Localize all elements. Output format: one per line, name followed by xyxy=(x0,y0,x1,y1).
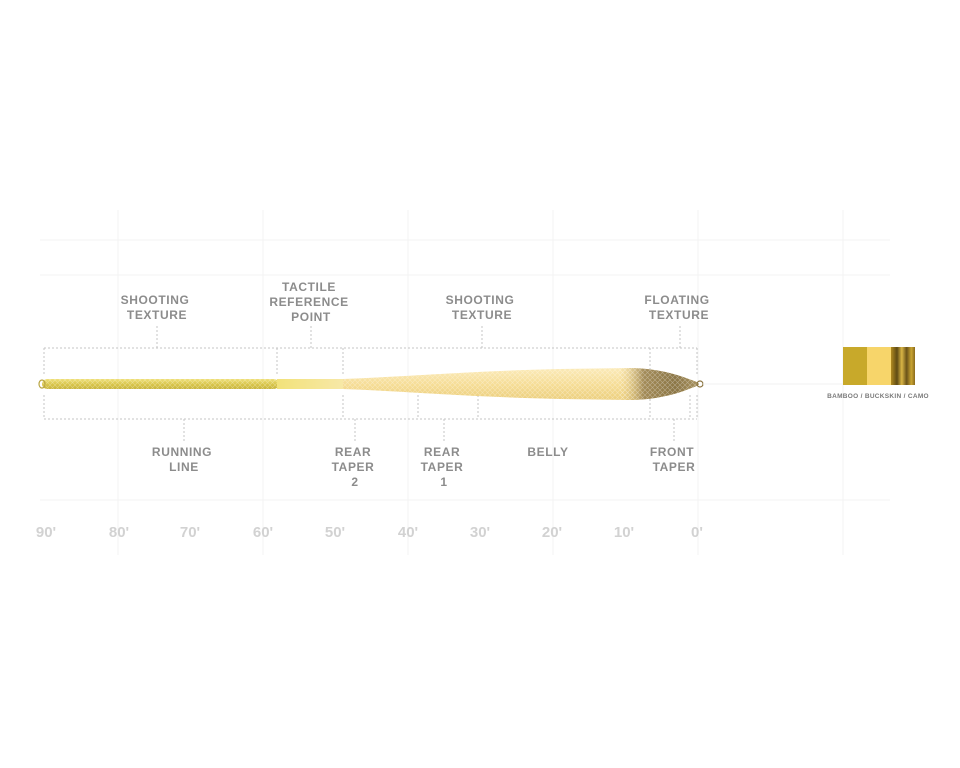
axis-tick: 10' xyxy=(614,524,634,541)
axis-tick: 80' xyxy=(109,524,129,541)
axis-tick: 70' xyxy=(180,524,200,541)
axis-tick: 90' xyxy=(36,524,56,541)
label-front-taper: FRONT TAPER xyxy=(650,445,698,474)
rear-loop xyxy=(38,379,46,389)
axis-tick: 50' xyxy=(325,524,345,541)
color-caption: BAMBOO / BUCKSKIN / CAMO xyxy=(827,393,929,400)
distance-axis: 90' 80' 70' 60' 50' 40' 30' 20' 10' 0' xyxy=(36,524,703,541)
label-running-line: RUNNING LINE xyxy=(152,445,216,474)
axis-tick: 60' xyxy=(253,524,273,541)
axis-tick: 0' xyxy=(691,524,703,541)
label-rear-taper-2: REAR TAPER 2 xyxy=(332,445,379,489)
tactile-reference-section xyxy=(277,379,345,389)
axis-tick: 40' xyxy=(398,524,418,541)
swatch-bamboo[interactable] xyxy=(843,347,867,385)
axis-tick: 30' xyxy=(470,524,490,541)
label-belly: BELLY xyxy=(527,445,568,459)
color-swatches: BAMBOO / BUCKSKIN / CAMO xyxy=(827,347,929,400)
label-shooting-texture-1: SHOOTING TEXTURE xyxy=(121,293,194,322)
fly-line xyxy=(38,368,870,400)
axis-tick: 20' xyxy=(542,524,562,541)
label-tactile-reference-point: TACTILE REFERENCE POINT xyxy=(269,280,352,324)
top-bracket xyxy=(43,326,698,376)
swatch-camo[interactable] xyxy=(891,347,915,385)
swatch-buckskin[interactable] xyxy=(867,347,891,385)
label-shooting-texture-2: SHOOTING TEXTURE xyxy=(446,293,519,322)
bottom-bracket xyxy=(43,395,698,441)
label-floating-texture: FLOATING TEXTURE xyxy=(644,293,713,322)
label-rear-taper-1: REAR TAPER 1 xyxy=(421,445,468,489)
